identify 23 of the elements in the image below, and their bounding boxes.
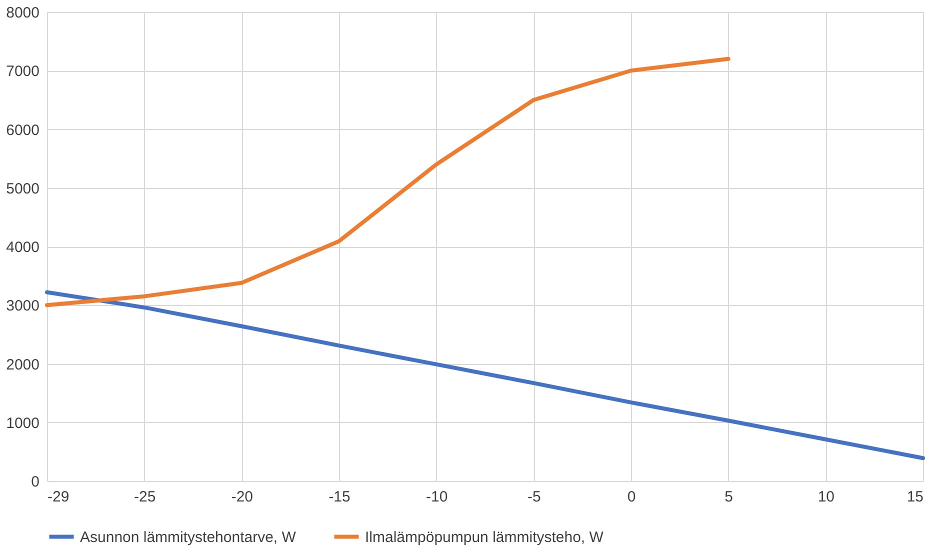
y-tick-label: 7000 [6, 63, 40, 80]
x-tick-label: -15 [328, 488, 350, 506]
y-tick-label: 5000 [6, 180, 40, 198]
line-series [45, 290, 925, 460]
x-tick-label: 15 [906, 488, 924, 506]
x-tick-label: 0 [627, 488, 636, 506]
y-tick-label: 4000 [6, 239, 40, 256]
y-tick-label: 2000 [6, 356, 40, 374]
y-tick-label: 0 [31, 474, 40, 490]
x-tick-label: -10 [426, 488, 448, 506]
y-tick-label: 8000 [6, 4, 40, 22]
y-tick-label: 6000 [6, 122, 40, 139]
legend-label: Asunnon lämmitystehontarve, W [80, 528, 297, 546]
x-tick-label: -20 [231, 488, 254, 506]
x-tick-label: -25 [134, 488, 156, 506]
x-tick-label: -29 [48, 488, 70, 506]
legend-label: Ilmalämpöpumpun lämmitysteho, W [365, 528, 604, 546]
y-tick-label: 3000 [6, 298, 40, 315]
x-tick-label: 5 [724, 488, 734, 506]
x-tick-label: -5 [527, 488, 541, 506]
line-series [45, 56, 730, 308]
x-tick-label: 10 [818, 488, 835, 506]
y-tick-label: 1000 [6, 414, 40, 432]
